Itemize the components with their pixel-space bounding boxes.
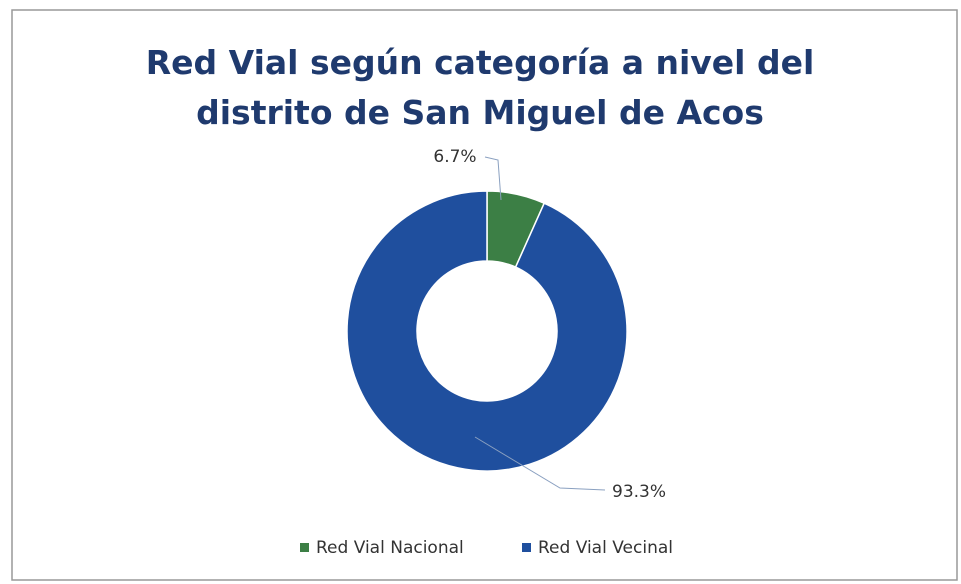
data-label: 93.3% (612, 482, 666, 502)
legend-swatch (300, 543, 309, 552)
donut-slice (346, 190, 628, 472)
leader-line (484, 156, 502, 201)
leader-line (474, 436, 606, 491)
chart-title: Red Vial según categoría a nivel del dis… (145, 43, 815, 132)
data-label: 6.7% (433, 147, 476, 167)
legend-swatch (522, 543, 531, 552)
legend-label: Red Vial Vecinal (538, 538, 673, 558)
frame (11, 9, 958, 581)
legend-label: Red Vial Nacional (316, 538, 464, 558)
